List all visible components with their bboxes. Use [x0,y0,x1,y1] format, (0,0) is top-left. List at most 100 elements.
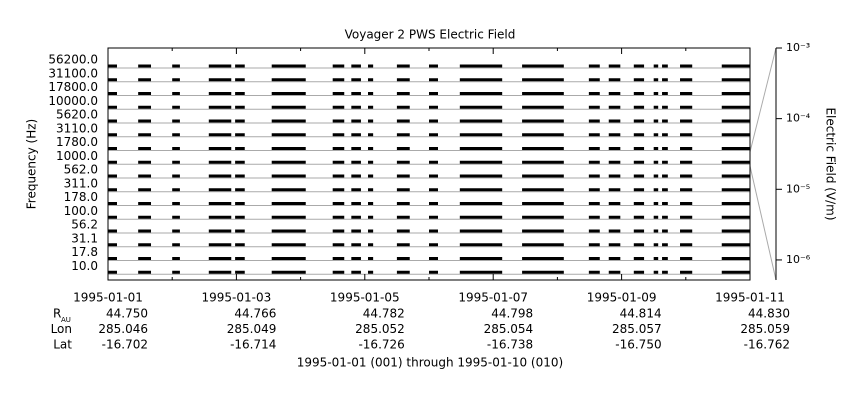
coverage-bar [522,243,564,247]
coverage-bar [208,257,232,260]
coverage-bar [271,119,306,123]
coverage-bar [653,174,659,178]
coverage-bar [208,147,232,150]
coverage-bar [351,188,361,192]
coverage-bar [235,270,245,274]
coverage-bar [429,202,438,205]
coverage-bar [680,188,693,192]
coverage-bar [172,78,180,82]
coverage-bar [351,160,361,164]
coverage-bar [368,64,374,68]
coverage-bar [588,257,600,260]
coverage-bar [588,160,600,164]
coverage-bar [138,133,152,137]
coverage-bar [138,160,152,164]
coverage-bar [351,202,361,205]
coverage-bar [396,133,410,137]
coverage-bar [429,78,438,82]
coverage-bar [588,243,600,247]
coverage-bar [368,202,374,205]
coverage-bar [138,188,152,192]
ephemeris-value: 285.057 [612,322,662,336]
coverage-bar [522,270,564,274]
coverage-bar [459,119,503,123]
coverage-bar [608,229,621,233]
coverage-bar [721,105,750,109]
coverage-bar [271,92,306,95]
coverage-bar [108,270,117,274]
coverage-bar [653,188,659,192]
coverage-bar [459,78,503,82]
coverage-bar [271,105,306,109]
coverage-bar [653,270,659,274]
coverage-bar [368,78,374,82]
coverage-bar [396,174,410,178]
x-tick-label: 1995-01-11 [715,291,785,305]
coverage-bar [396,270,410,274]
coverage-bar [172,243,180,247]
coverage-bar [271,215,306,219]
coverage-bar [108,160,117,164]
coverage-bar [588,229,600,233]
coverage-bar [633,270,645,274]
coverage-bar [108,147,117,150]
coverage-bar [429,147,438,150]
coverage-bar [459,105,503,109]
coverage-bar [332,243,345,247]
coverage-bar [332,257,345,260]
ephemeris-value: 44.766 [234,307,276,321]
coverage-bar [332,202,345,205]
coverage-bar [522,160,564,164]
coverage-bar [208,92,232,95]
coverage-bar [208,133,232,137]
zoom-line [749,165,777,281]
ephemeris-value: 44.782 [363,307,405,321]
coverage-bar [608,202,621,205]
coverage-bar [522,133,564,137]
coverage-bar [138,243,152,247]
coverage-bar [271,147,306,150]
coverage-bar [633,257,645,260]
channel-label: 10.0 [71,259,98,273]
ephemeris-value: 285.052 [355,322,405,336]
coverage-bar [235,257,245,260]
coverage-bar [396,105,410,109]
coverage-bar [172,160,180,164]
coverage-bar [680,270,693,274]
coverage-bar [138,92,152,95]
coverage-bar [662,160,668,164]
coverage-bar [396,215,410,219]
coverage-bar [588,202,600,205]
coverage-bar [522,257,564,260]
coverage-bar [653,78,659,82]
coverage-bar [271,133,306,137]
coverage-bar [235,188,245,192]
coverage-bar [368,229,374,233]
coverage-bar [633,174,645,178]
coverage-bar [368,243,374,247]
coverage-bar [522,119,564,123]
coverage-bar [653,64,659,68]
coverage-bar [172,133,180,137]
coverage-bar [208,105,232,109]
coverage-bar [172,92,180,95]
coverage-bar [108,92,117,95]
coverage-bar [429,64,438,68]
channel-label: 31100.0 [48,66,98,80]
coverage-bar [235,147,245,150]
channel-label: 10000.0 [48,94,98,108]
coverage-bar [522,105,564,109]
coverage-bar [653,160,659,164]
coverage-bar [429,215,438,219]
coverage-bar [235,215,245,219]
coverage-bar [235,64,245,68]
coverage-bar [680,257,693,260]
coverage-bar [588,78,600,82]
coverage-bar [235,133,245,137]
coverage-bar [429,229,438,233]
ephemeris-value: -16.750 [615,338,661,352]
coverage-bar [332,215,345,219]
coverage-bar [138,64,152,68]
channel-label: 178.0 [64,190,98,204]
coverage-bar [208,188,232,192]
